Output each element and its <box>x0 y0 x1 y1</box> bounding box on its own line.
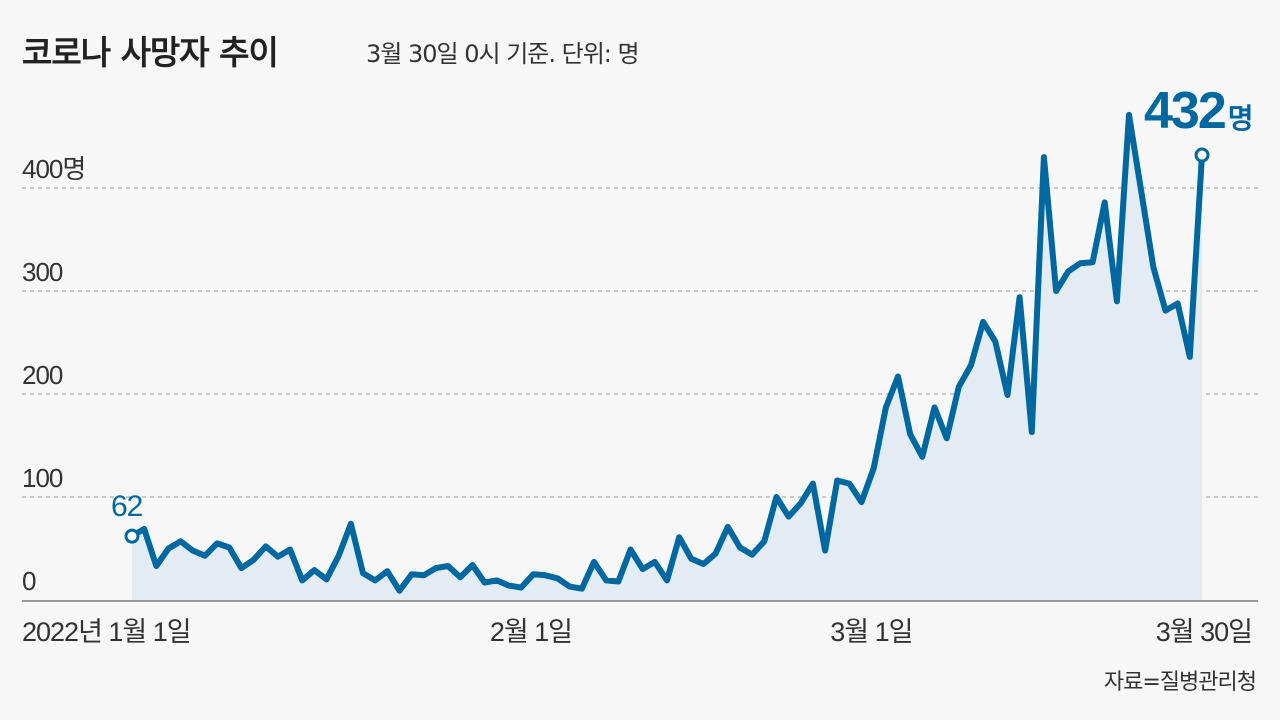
chart-title: 코로나 사망자 추이 <box>22 33 279 72</box>
x-tick-label: 2022년 1월 1일 <box>22 617 191 647</box>
source-note: 자료=질병관리청 <box>1103 670 1257 695</box>
x-tick-label: 3월 1일 <box>830 617 912 647</box>
start-point-marker <box>124 528 140 544</box>
y-tick-label: 0 <box>22 566 36 596</box>
x-tick-label: 3월 30일 <box>1156 617 1252 647</box>
y-tick-label: 400명 <box>22 154 85 184</box>
area-fill <box>132 114 1202 601</box>
y-tick-label: 200 <box>22 360 63 390</box>
end-point-marker <box>1194 147 1210 163</box>
end-value-label: 432 명 <box>1144 82 1252 140</box>
end-value-number: 432 <box>1144 82 1225 140</box>
y-tick-label: 300 <box>22 257 63 287</box>
x-tick-label: 2월 1일 <box>490 617 572 647</box>
y-tick-label: 100 <box>22 463 63 493</box>
start-value-label: 62 <box>111 490 143 523</box>
chart-subtitle: 3월 30일 0시 기준. 단위: 명 <box>366 40 640 68</box>
end-value-unit: 명 <box>1228 103 1252 134</box>
